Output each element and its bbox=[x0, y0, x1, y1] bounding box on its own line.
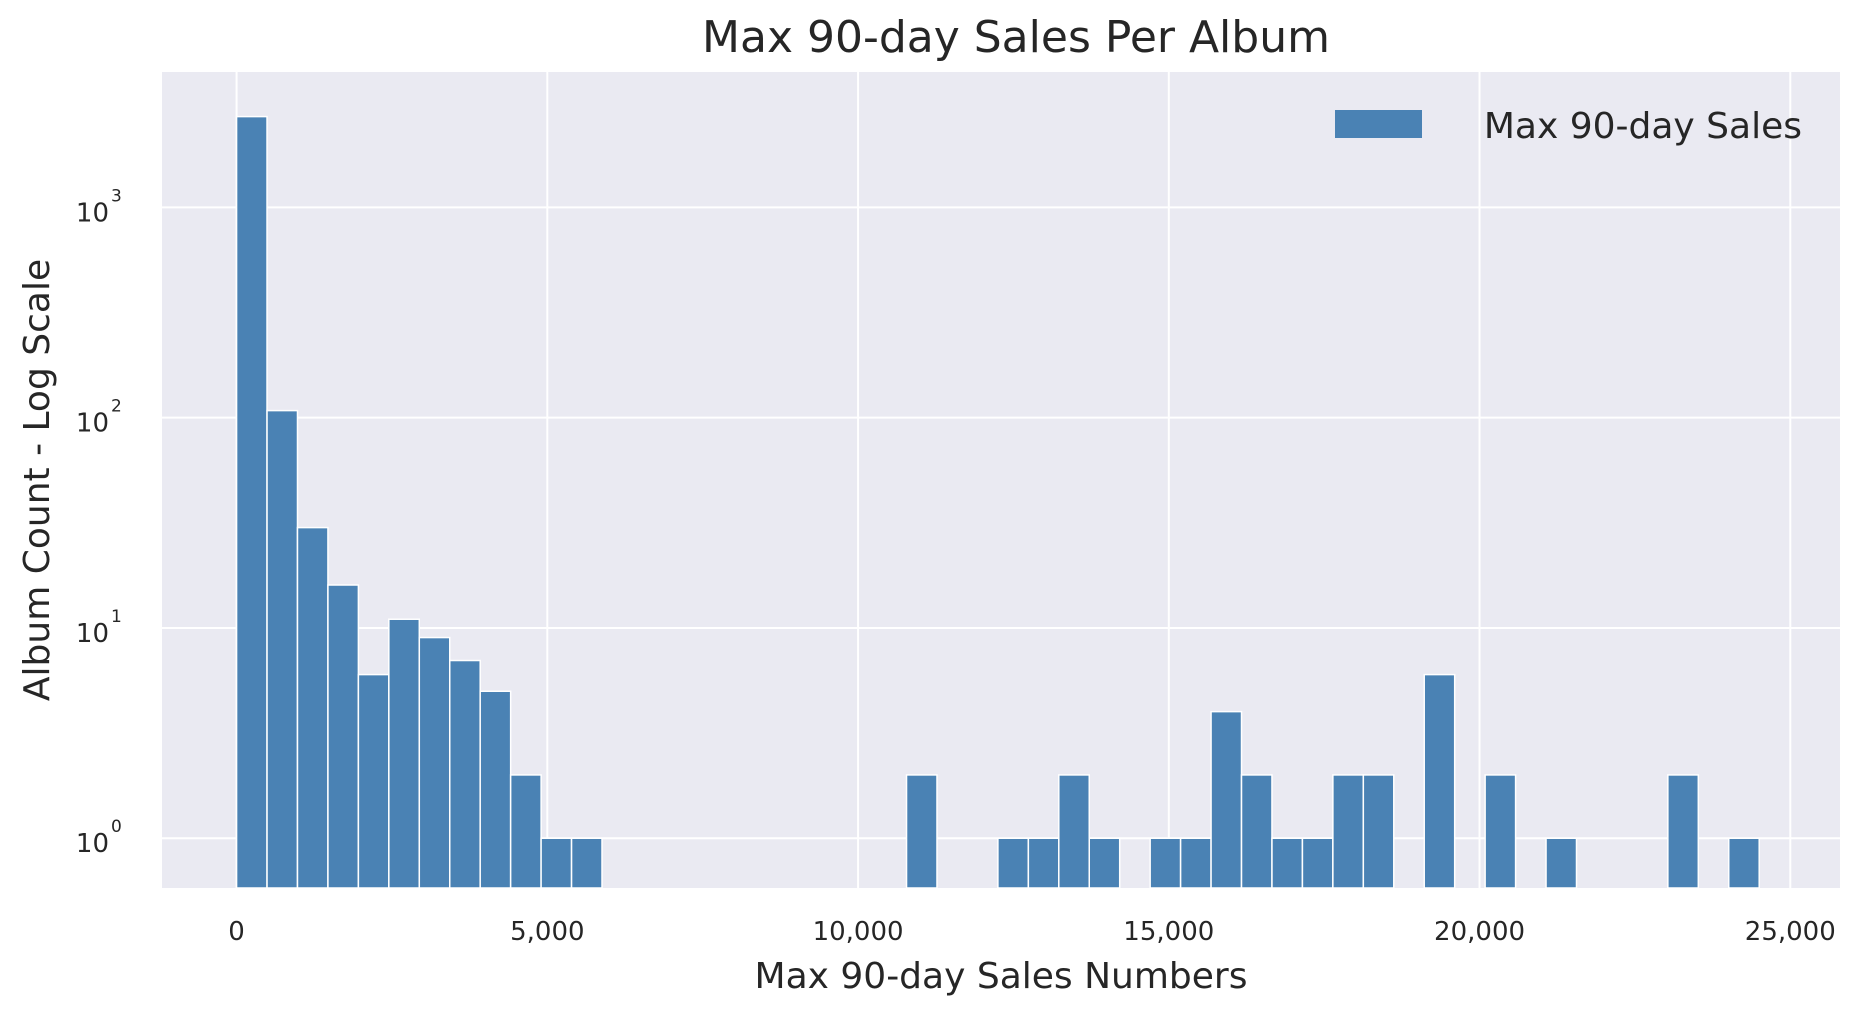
histogram-bars bbox=[235, 115, 1760, 889]
x-axis-ticks: 0 5,000 10,000 15,000 20,000 25,000 bbox=[228, 917, 1835, 947]
x-tick-label: 25,000 bbox=[1745, 917, 1836, 947]
histogram-bar bbox=[1545, 837, 1578, 889]
legend-label: Max 90-day Sales bbox=[1484, 106, 1802, 147]
histogram-bar bbox=[357, 673, 390, 889]
histogram-bar bbox=[997, 837, 1030, 889]
histogram-bar bbox=[1179, 837, 1212, 889]
y-axis-label: Album Count - Log Scale bbox=[17, 259, 58, 701]
histogram-bar bbox=[1271, 837, 1304, 889]
histogram-bar bbox=[1423, 673, 1456, 889]
x-axis-label: Max 90-day Sales Numbers bbox=[755, 956, 1248, 997]
histogram-bar bbox=[1088, 837, 1121, 889]
y-tick-label: 10 bbox=[76, 198, 109, 228]
histogram-bar bbox=[570, 837, 603, 889]
y-tick-exponent: 1 bbox=[111, 607, 122, 627]
y-tick-label: 10 bbox=[76, 409, 109, 439]
histogram-bar bbox=[418, 636, 451, 889]
histogram-bar bbox=[388, 618, 421, 889]
y-tick-exponent: 3 bbox=[111, 186, 122, 206]
histogram-bar bbox=[1240, 774, 1273, 889]
histogram-bar bbox=[509, 774, 542, 889]
chart-title: Max 90-day Sales Per Album bbox=[702, 12, 1330, 63]
histogram-bar bbox=[235, 115, 268, 889]
x-tick-label: 15,000 bbox=[1123, 917, 1214, 947]
y-tick-label: 10 bbox=[76, 619, 109, 649]
y-tick-label: 10 bbox=[76, 829, 109, 859]
histogram-bar bbox=[1484, 774, 1517, 889]
histogram-bar bbox=[1210, 710, 1243, 889]
histogram-bar bbox=[266, 409, 299, 889]
histogram-bar bbox=[479, 690, 512, 889]
histogram-bar bbox=[905, 774, 938, 889]
histogram-bar bbox=[540, 837, 573, 889]
x-tick-label: 20,000 bbox=[1434, 917, 1525, 947]
legend: Max 90-day Sales bbox=[1335, 106, 1802, 147]
histogram-bar bbox=[1362, 774, 1395, 889]
histogram-bar bbox=[1667, 774, 1700, 889]
histogram-bar bbox=[1301, 837, 1334, 889]
histogram-bar bbox=[1058, 774, 1091, 889]
histogram-bar bbox=[1149, 837, 1182, 889]
histogram-bar bbox=[1332, 774, 1365, 889]
y-tick-exponent: 2 bbox=[111, 397, 122, 417]
histogram-bar bbox=[1728, 837, 1760, 889]
histogram-bar bbox=[448, 659, 481, 889]
histogram-bar bbox=[1027, 837, 1060, 889]
histogram-bar bbox=[296, 526, 329, 889]
x-tick-label: 10,000 bbox=[813, 917, 904, 947]
histogram-bar bbox=[327, 584, 360, 889]
legend-swatch bbox=[1335, 110, 1422, 138]
x-tick-label: 5,000 bbox=[510, 917, 584, 947]
x-tick-label: 0 bbox=[228, 917, 245, 947]
y-tick-exponent: 0 bbox=[111, 817, 122, 837]
